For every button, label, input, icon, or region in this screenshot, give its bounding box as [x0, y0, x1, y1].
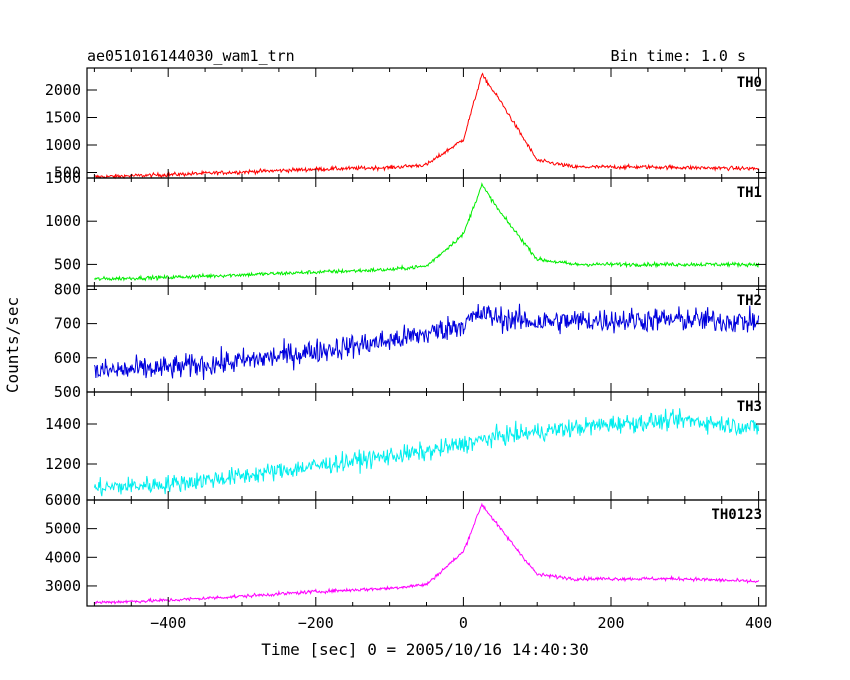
- y-tick-label: 700: [54, 315, 81, 333]
- panel-th0123: 3000 4000 5000 6000 TH0123: [45, 491, 767, 607]
- panel-name-label: TH2: [737, 293, 762, 309]
- bin-time-label: Bin time: 1.0 s: [611, 47, 746, 65]
- x-tick-label: −200: [298, 614, 334, 632]
- y-tick-label: 5000: [45, 520, 81, 538]
- panel-frame: [86, 285, 767, 393]
- x-tick-label: 400: [745, 614, 772, 632]
- panel-name-label: TH3: [737, 399, 762, 415]
- chart-title: ae051016144030_wam1_trn: [87, 47, 295, 65]
- y-tick-label: 800: [54, 280, 81, 298]
- y-tick-label: 2000: [45, 81, 81, 99]
- panel-frame: [86, 499, 767, 607]
- y-tick-label: 1000: [45, 212, 81, 230]
- panel-frame: [86, 177, 767, 287]
- panel-name-label: TH0: [737, 75, 762, 91]
- series-line-th3: [93, 408, 760, 497]
- y-tick-label: 600: [54, 349, 81, 367]
- panel-th3: 1200 1400 TH3: [45, 391, 767, 501]
- y-tick-label: 1500: [45, 109, 81, 127]
- y-tick-label: 1000: [45, 136, 81, 154]
- y-tick-label: 6000: [45, 491, 81, 509]
- y-tick-label: 1500: [45, 169, 81, 187]
- series-line-th0: [94, 72, 760, 180]
- panel-name-label: TH0123: [711, 507, 762, 523]
- y-tick-label: 1200: [45, 455, 81, 473]
- series-line-th1: [94, 182, 760, 282]
- x-axis-label: Time [sec] 0 = 2005/10/16 14:40:30: [261, 640, 589, 659]
- y-tick-label: 500: [54, 255, 81, 273]
- panel-th0: 500 1000 1500 2000 TH0: [45, 67, 767, 182]
- y-tick-label: 4000: [45, 548, 81, 566]
- y-tick-label: 500: [54, 164, 81, 182]
- panel-frame: [86, 67, 767, 179]
- x-tick-label: 0: [459, 614, 468, 632]
- panel-th1: 500 1000 1500 TH1: [45, 169, 767, 287]
- y-tick-label: 1400: [45, 415, 81, 433]
- y-tick-label: 3000: [45, 577, 81, 595]
- y-tick-label: 500: [54, 383, 81, 401]
- panel-th2: 500 600 700 800 TH2: [54, 280, 767, 401]
- y-axis-label: Counts/sec: [3, 297, 22, 393]
- x-tick-label: 200: [597, 614, 624, 632]
- series-line-th2: [93, 303, 760, 381]
- series-line-th0123: [94, 502, 760, 605]
- panel-name-label: TH1: [737, 185, 762, 201]
- x-tick-label: −400: [150, 614, 186, 632]
